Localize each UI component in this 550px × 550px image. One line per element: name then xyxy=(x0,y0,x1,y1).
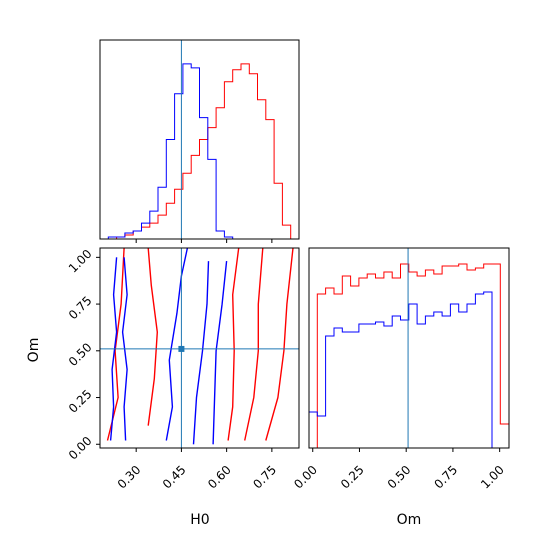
panel-h0-om-joint: 0.30 0.45 0.60 0.75 0.00 0.25 0.50 0.75 1.00 xyxy=(66,247,300,492)
joint-contours xyxy=(106,248,294,445)
y-axis-title-om: Om xyxy=(26,338,42,363)
om-hist-red xyxy=(309,263,510,449)
om-y-tick-label-0: 0.00 xyxy=(66,434,95,463)
x-axis-title-om: Om xyxy=(397,512,422,528)
om-x-tick-label-1: 0.25 xyxy=(338,463,367,492)
h0-x-tick-label-2: 0.60 xyxy=(205,463,234,492)
h0-marginal-frame xyxy=(99,39,300,240)
joint-contour-red-3 xyxy=(244,248,264,441)
om-y-tick-label-2: 0.50 xyxy=(66,340,95,369)
joint-contour-blue-3 xyxy=(192,261,210,445)
om-x-tick-label-4: 1.00 xyxy=(478,463,507,492)
om-y-tick-label-3: 0.75 xyxy=(66,293,95,322)
om-x-tick-label-3: 0.75 xyxy=(431,463,460,492)
joint-truth-marker xyxy=(178,345,185,352)
panel-h0-marginal xyxy=(99,39,300,243)
joint-contour-red-1 xyxy=(147,248,158,426)
om-x-tick-label-2: 0.50 xyxy=(385,463,414,492)
om-y-tick-label-1: 0.25 xyxy=(66,387,95,416)
joint-contour-red-0 xyxy=(106,248,125,441)
joint-frame xyxy=(99,247,300,449)
om-marginal-frame xyxy=(308,247,510,449)
joint-contour-blue-0 xyxy=(109,257,118,441)
om-y-tick-label-4: 1.00 xyxy=(66,247,95,276)
joint-contour-red-2 xyxy=(227,248,240,441)
joint-contour-red-4 xyxy=(265,248,294,441)
om-hist-blue xyxy=(308,291,509,449)
joint-contour-blue-4 xyxy=(212,261,228,445)
panel-om-marginal: 0.00 0.25 0.50 0.75 1.00 xyxy=(291,247,510,492)
h0-x-tick-label-1: 0.45 xyxy=(160,463,189,492)
joint-contour-blue-1 xyxy=(121,257,128,441)
x-axis-title-h0: H0 xyxy=(190,512,209,528)
om-x-tick-label-0: 0.00 xyxy=(291,463,320,492)
h0-x-tick-label-0: 0.30 xyxy=(115,463,144,492)
axis-titles: H0 Om Om xyxy=(26,338,421,528)
h0-x-tick-label-3: 0.75 xyxy=(250,463,279,492)
joint-contour-blue-2 xyxy=(165,248,189,441)
